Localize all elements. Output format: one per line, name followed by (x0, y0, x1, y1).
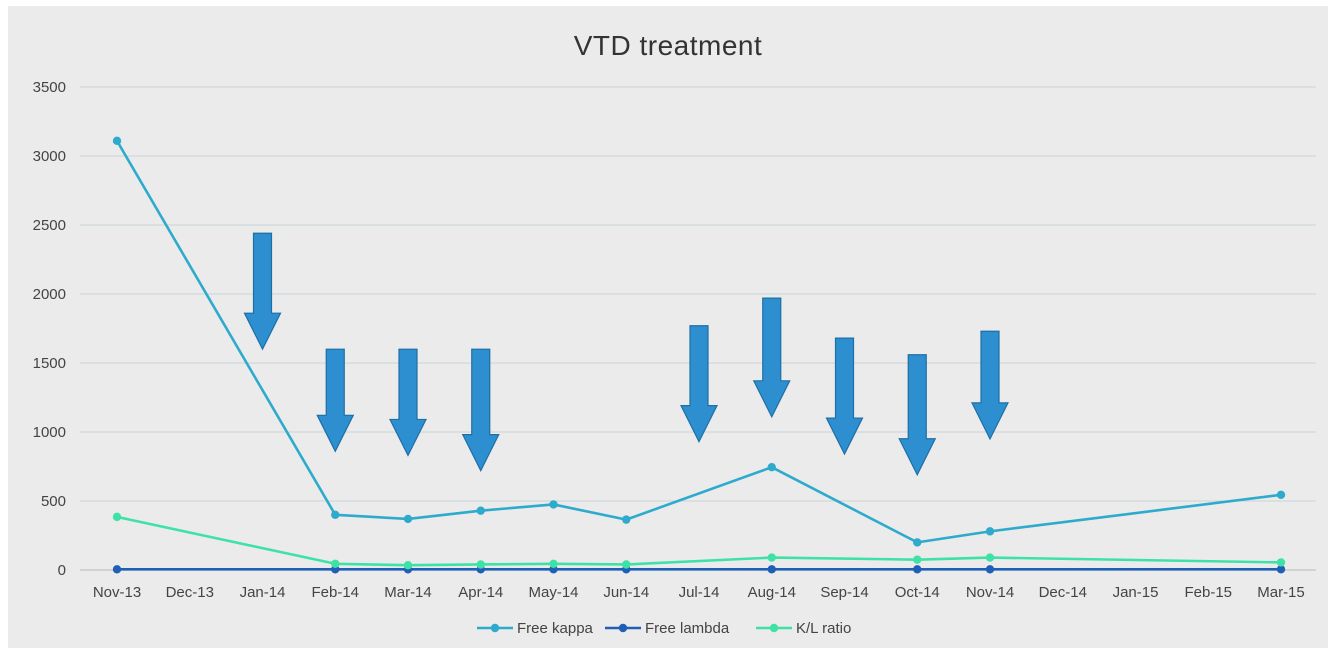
data-point (767, 553, 776, 562)
data-point (112, 136, 122, 146)
legend-label: K/L ratio (796, 620, 851, 637)
y-tick-label: 1500 (33, 355, 66, 372)
down-arrow (461, 348, 500, 472)
legend-label: Free kappa (517, 620, 594, 637)
data-point (112, 512, 122, 522)
x-tick-label: Aug-14 (748, 584, 796, 601)
data-point (476, 560, 485, 569)
data-point (1276, 490, 1286, 499)
data-point (549, 500, 558, 509)
x-tick-label: May-14 (528, 584, 578, 601)
data-point (331, 559, 340, 568)
down-arrow (680, 325, 718, 444)
data-point (403, 514, 413, 524)
series-line (115, 140, 1282, 544)
data-point (476, 506, 485, 515)
down-arrow (898, 354, 937, 477)
data-point (913, 565, 922, 574)
x-tick-label: Jul-14 (679, 584, 720, 601)
series-line (116, 515, 1282, 567)
x-tick-label: Oct-14 (895, 584, 940, 601)
legend-label: Free lambda (645, 620, 730, 637)
x-tick-label: Mar-14 (384, 584, 432, 601)
data-point (622, 515, 631, 524)
down-arrow (316, 348, 355, 453)
data-point (913, 555, 922, 564)
y-axis-ticks: 0 500 1000 1500 2000 2500 3000 3500 (33, 79, 66, 579)
data-point (622, 560, 631, 569)
legend-marker (490, 623, 500, 633)
data-point (1276, 565, 1286, 574)
x-tick-label: Dec-13 (166, 584, 214, 601)
data-point (985, 527, 995, 536)
data-point (985, 565, 995, 574)
data-point (913, 538, 922, 547)
down-arrow (389, 348, 427, 457)
y-tick-label: 3500 (33, 79, 66, 96)
data-point (549, 559, 558, 568)
legend: Free kappa Free lambda K/L ratio (477, 620, 851, 637)
chart-title: VTD treatment (573, 30, 763, 61)
x-axis-ticks: Nov-13 Dec-13 Jan-14 Feb-14 Mar-14 Apr-14 May-… (93, 584, 1305, 601)
data-point (985, 553, 995, 562)
down-arrow (243, 232, 282, 351)
down-arrow (825, 337, 864, 456)
data-point (767, 462, 776, 472)
legend-marker (769, 623, 779, 633)
legend-marker (618, 623, 628, 633)
y-tick-label: 0 (58, 562, 66, 579)
x-tick-label: Feb-14 (311, 584, 359, 601)
x-tick-label: Feb-15 (1184, 584, 1232, 601)
data-point (1276, 558, 1286, 567)
x-tick-label: Nov-13 (93, 584, 141, 601)
y-tick-label: 2000 (33, 286, 66, 303)
x-tick-label: Nov-14 (966, 584, 1014, 601)
down-arrow (971, 330, 1009, 441)
data-point (767, 565, 776, 574)
treatment-arrows (243, 232, 1009, 477)
y-tick-label: 1000 (33, 424, 66, 441)
series-lines (112, 136, 1286, 574)
x-tick-label: Sep-14 (820, 584, 868, 601)
data-point (331, 510, 340, 519)
data-point (112, 565, 122, 574)
y-tick-label: 2500 (33, 217, 66, 234)
down-arrow (752, 297, 791, 419)
x-tick-label: Dec-14 (1039, 584, 1087, 601)
x-tick-label: Jan-15 (1113, 584, 1159, 601)
data-point (403, 560, 413, 570)
x-tick-label: Jan-14 (240, 584, 286, 601)
y-tick-label: 3000 (33, 148, 66, 165)
x-tick-label: Apr-14 (458, 584, 503, 601)
x-tick-label: Jun-14 (603, 584, 649, 601)
y-tick-label: 500 (41, 493, 66, 510)
x-tick-label: Mar-15 (1257, 584, 1305, 601)
